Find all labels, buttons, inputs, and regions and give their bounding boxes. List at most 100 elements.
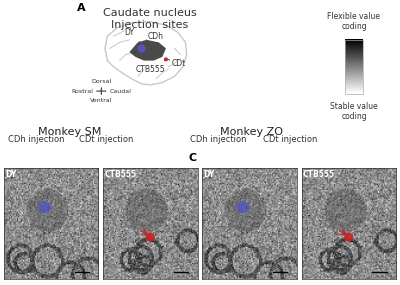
Ellipse shape [138, 45, 145, 52]
Text: Monkey SM: Monkey SM [38, 127, 102, 137]
Text: Ventral: Ventral [90, 98, 112, 103]
Bar [345, 65, 363, 66]
Bar [345, 75, 363, 76]
Bar [345, 69, 363, 70]
Bar [345, 83, 363, 84]
Bar [345, 40, 363, 41]
Bar [345, 54, 363, 55]
Bar [345, 53, 363, 54]
Text: Flexible value
coding: Flexible value coding [328, 12, 380, 31]
Bar [345, 90, 363, 91]
Text: Stable value
coding: Stable value coding [330, 102, 378, 121]
Bar [345, 79, 363, 80]
Bar [345, 61, 363, 62]
Bar [345, 90, 363, 91]
Bar [345, 40, 363, 41]
Bar [345, 59, 363, 60]
Bar [345, 48, 363, 49]
Bar [345, 39, 363, 40]
Bar [345, 49, 363, 50]
Bar [345, 70, 363, 71]
Bar [345, 84, 363, 85]
Ellipse shape [39, 202, 50, 213]
Bar [345, 62, 363, 63]
Text: CTB555: CTB555 [135, 59, 166, 74]
Bar [345, 68, 363, 69]
Bar [345, 46, 363, 47]
Bar [345, 84, 363, 85]
Bar [345, 76, 363, 77]
Bar [345, 44, 363, 45]
Bar [345, 45, 363, 46]
Polygon shape [129, 40, 166, 61]
Text: CDt: CDt [172, 58, 186, 68]
Bar [345, 77, 363, 78]
Bar [345, 66, 363, 67]
Bar [345, 54, 363, 55]
Bar [345, 40, 363, 93]
Bar [345, 47, 363, 48]
Text: DY: DY [204, 170, 215, 179]
Bar [345, 67, 363, 68]
Text: A: A [77, 3, 86, 13]
Text: CTB555: CTB555 [303, 170, 335, 179]
Bar [345, 63, 363, 64]
Ellipse shape [165, 58, 167, 61]
Bar [345, 80, 363, 81]
Bar [345, 72, 363, 73]
Text: CTB555: CTB555 [104, 170, 136, 179]
Bar [345, 61, 363, 62]
Text: CDh injection: CDh injection [190, 135, 246, 144]
Text: CDh: CDh [148, 32, 164, 41]
Bar [345, 69, 363, 70]
Text: DY: DY [5, 170, 16, 179]
Bar [345, 92, 363, 93]
Bar [345, 89, 363, 90]
Bar [345, 57, 363, 58]
Text: Monkey ZO: Monkey ZO [220, 127, 284, 137]
Bar [345, 92, 363, 93]
Text: CDh injection: CDh injection [8, 135, 64, 144]
Bar [345, 42, 363, 43]
Bar [345, 82, 363, 83]
Bar [345, 48, 363, 49]
Bar [345, 42, 363, 43]
Bar [345, 75, 363, 76]
Bar [345, 91, 363, 92]
Bar [345, 41, 363, 42]
Bar [345, 43, 363, 44]
Text: Caudate nucleus
Injection sites: Caudate nucleus Injection sites [103, 8, 197, 30]
Text: Caudal: Caudal [110, 89, 132, 93]
Bar [345, 60, 363, 61]
Bar [345, 76, 363, 77]
Bar [345, 58, 363, 59]
Bar [345, 55, 363, 56]
Bar [345, 53, 363, 54]
Bar [345, 83, 363, 84]
Text: DY: DY [124, 28, 140, 42]
Bar [345, 73, 363, 74]
Ellipse shape [345, 233, 352, 241]
Text: CDt injection: CDt injection [263, 135, 317, 144]
Bar [345, 50, 363, 51]
Bar [345, 81, 363, 82]
Bar [345, 81, 363, 82]
Bar [345, 86, 363, 87]
Bar [345, 78, 363, 79]
Bar [345, 78, 363, 79]
Text: C: C [188, 153, 196, 163]
Bar [345, 56, 363, 57]
Bar [345, 68, 363, 69]
Bar [345, 51, 363, 52]
Bar [345, 74, 363, 75]
Bar [345, 85, 363, 86]
Bar [345, 45, 363, 46]
Bar [345, 62, 363, 63]
Bar [345, 82, 363, 83]
Bar [345, 47, 363, 48]
Bar [345, 64, 363, 65]
Bar [345, 56, 363, 57]
Text: CDt injection: CDt injection [79, 135, 133, 144]
Bar [345, 52, 363, 53]
Ellipse shape [147, 233, 154, 241]
